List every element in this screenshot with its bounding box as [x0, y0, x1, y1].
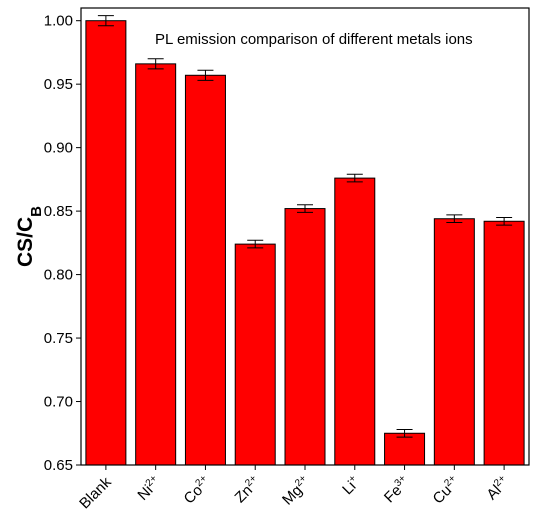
x-tick-label: Zn2+ — [231, 473, 264, 506]
y-axis-title-subscript: B — [28, 206, 45, 217]
error-bar — [147, 58, 164, 70]
x-tick-label: Cu2+ — [429, 473, 463, 507]
y-axis: 0.65 0.70 0.75 0.80 0.85 0.90 0.95 1.00 — [44, 13, 81, 474]
error-bar — [346, 173, 363, 183]
bar-al — [483, 220, 525, 466]
error-bar — [396, 428, 413, 438]
error-bar — [247, 239, 264, 249]
x-tick-label: Li+ — [338, 473, 363, 498]
bar-li — [334, 177, 376, 466]
error-bar — [446, 214, 463, 224]
x-axis: Blank Ni2+ Co2+ Zn2+ Mg2+ Li+ Fe3+ Cu2+ Al2+ — [76, 465, 513, 512]
error-bar — [97, 15, 114, 27]
y-tick-label: 0.95 — [44, 76, 73, 93]
error-bar — [297, 204, 313, 213]
x-tick-label: Co2+ — [180, 473, 214, 507]
y-tick-label: 0.70 — [44, 394, 73, 411]
x-tick-label: Mg2+ — [278, 473, 314, 509]
y-tick-label: 0.85 — [44, 203, 73, 220]
bars-layer — [85, 20, 525, 466]
error-bar — [197, 69, 214, 81]
error-bars-layer — [97, 15, 513, 438]
x-tick-label: Ni2+ — [134, 473, 165, 504]
chart-title: PL emission comparison of different meta… — [155, 31, 473, 48]
bar-mg — [284, 208, 326, 466]
y-axis-title-main: CS/C — [14, 217, 37, 267]
error-bar — [496, 216, 513, 226]
bar-cu — [433, 218, 475, 466]
x-tick-label: Fe3+ — [380, 473, 413, 506]
y-axis-title: CS/CB — [14, 206, 45, 267]
x-tick-label: Blank — [76, 473, 115, 512]
x-tick-label: Al2+ — [483, 473, 513, 503]
y-tick-label: 1.00 — [44, 13, 73, 30]
bar-fe — [384, 432, 426, 466]
y-tick-label: 0.80 — [44, 267, 73, 284]
y-tick-label: 0.75 — [44, 330, 73, 347]
bar-ni — [135, 63, 177, 466]
y-tick-label: 0.65 — [44, 457, 73, 474]
bar-zn — [234, 243, 276, 466]
y-tick-label: 0.90 — [44, 140, 73, 157]
bar-co — [184, 74, 226, 466]
bar-blank — [85, 20, 127, 466]
